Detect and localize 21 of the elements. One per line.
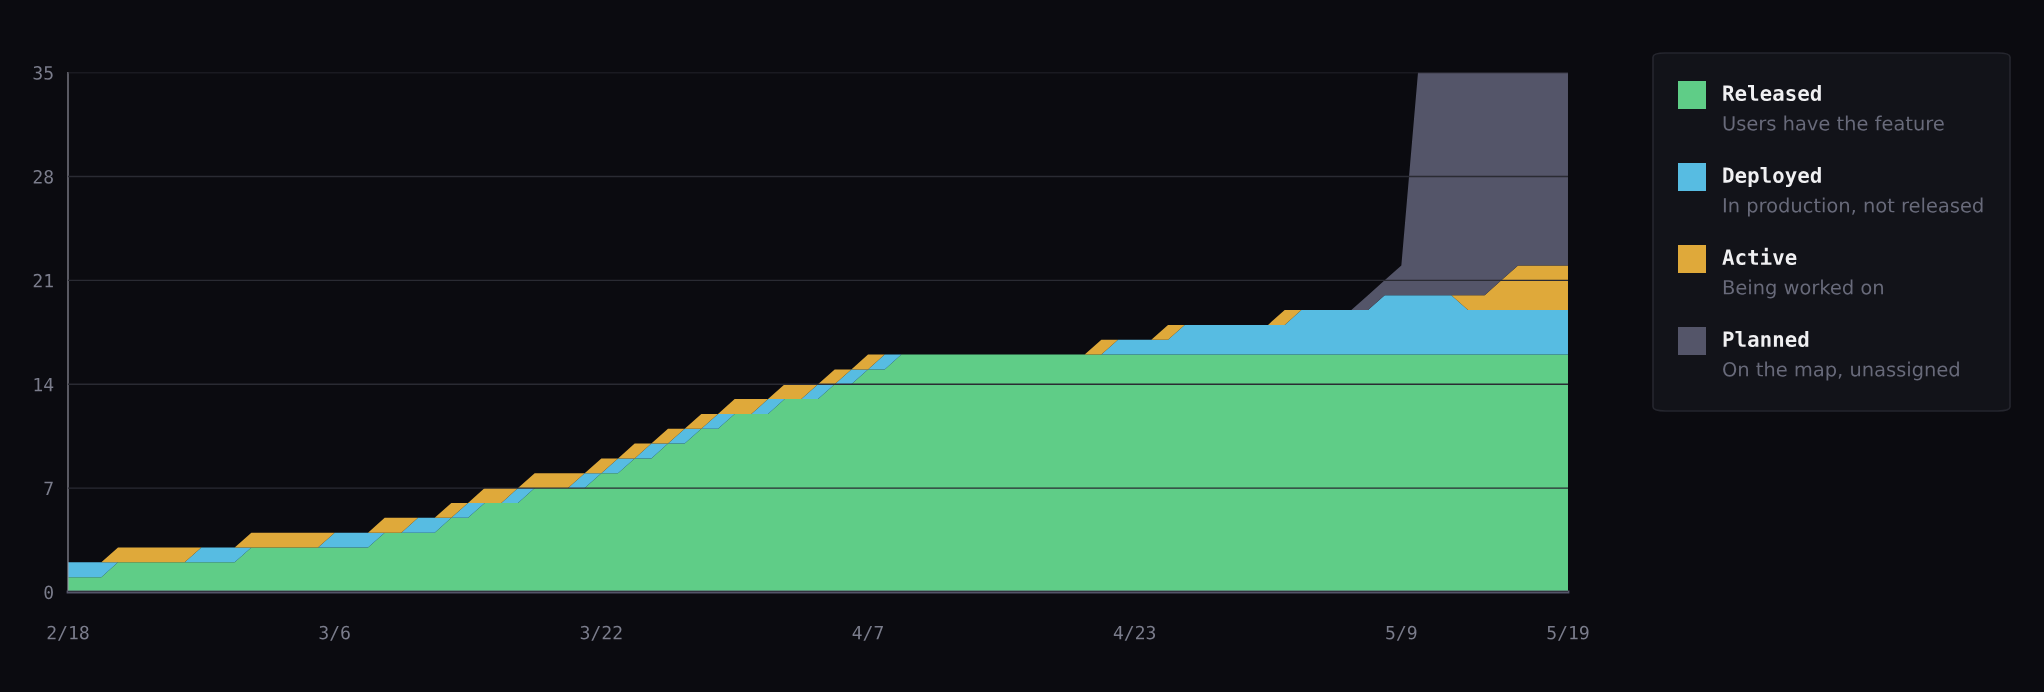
legend-label: Released xyxy=(1723,84,1821,102)
x-tick-label: 3/6 xyxy=(319,625,350,641)
x-tick-label: 4/7 xyxy=(852,625,883,641)
legend-label: Active xyxy=(1722,247,1797,266)
y-tick-label: 7 xyxy=(44,481,53,496)
x-tick-label: 4/23 xyxy=(1113,625,1156,641)
y-tick-label: 14 xyxy=(34,377,54,392)
x-tick-label: 5/9 xyxy=(1386,625,1417,641)
y-tick-label: 0 xyxy=(44,585,53,600)
text: In production, not released xyxy=(1723,197,1983,217)
text: Users have the feature xyxy=(1723,115,1944,131)
y-tick-label: 28 xyxy=(33,169,53,184)
x-tick-label: 5/19 xyxy=(1547,625,1589,641)
y-tick-label: 35 xyxy=(33,66,53,80)
x-tick-label: 3/22 xyxy=(580,625,622,641)
legend-label: Deployed xyxy=(1723,166,1821,188)
text: On the map, unassigned xyxy=(1723,361,1959,381)
x-tick-label: 2/18 xyxy=(47,625,89,641)
text: Being worked on xyxy=(1723,279,1883,299)
y-tick-label: 21 xyxy=(33,273,53,288)
legend-label: Planned xyxy=(1723,330,1809,348)
